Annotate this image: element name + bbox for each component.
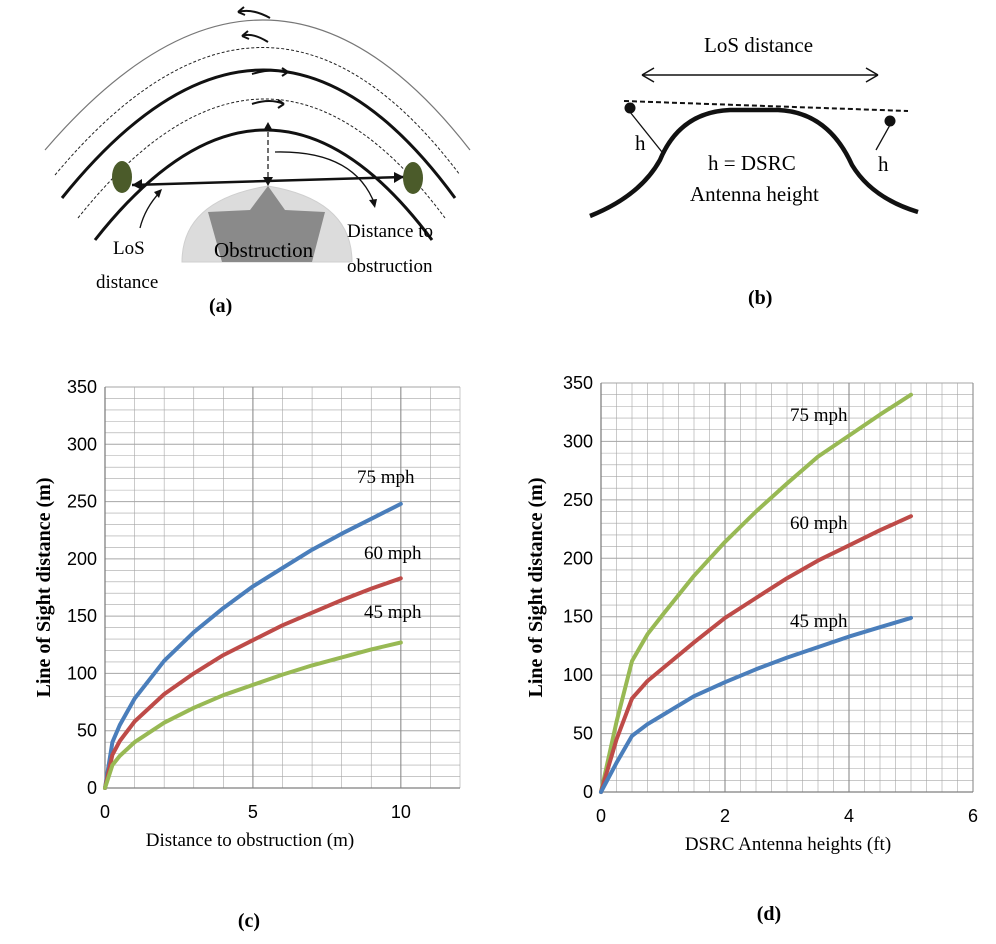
grid — [600, 382, 974, 793]
los-label-line1: LoS — [113, 238, 145, 259]
series-line-75-mph — [599, 392, 913, 794]
y-tick-label: 250 — [563, 490, 593, 510]
chart-d: 0 50 100 150 200 250 300 350 0 2 4 6 75 mph 60 mph 45 … — [525, 373, 978, 925]
series-label: 75 mph — [357, 467, 415, 488]
x-tick-label: 0 — [100, 802, 110, 822]
obstruction-label: Obstruction — [214, 238, 314, 262]
y-tick-label: 300 — [67, 434, 97, 454]
series-line-75-mph — [103, 501, 403, 790]
y-axis-label: Line of Sight distance (m) — [33, 478, 55, 698]
wave-arc-dashed-outer — [54, 47, 461, 176]
definition-line1: h = DSRC — [708, 151, 796, 175]
x-tick-label: 0 — [596, 806, 606, 826]
obstruction-star — [208, 186, 325, 262]
distance-label-line2: obstruction — [347, 256, 433, 277]
y-tick-label: 50 — [77, 721, 97, 741]
series-label: 45 mph — [364, 602, 422, 623]
wave-arc-thick-outer — [60, 68, 457, 199]
series-label: 60 mph — [790, 513, 848, 534]
series-label: 45 mph — [790, 611, 848, 632]
x-axis-label: DSRC Antenna heights (ft) — [685, 834, 891, 855]
x-tick-label: 10 — [391, 802, 411, 822]
los-pointer — [139, 191, 161, 229]
terrain-hill — [589, 107, 919, 219]
x-tick-label: 6 — [968, 806, 978, 826]
y-tick-label: 50 — [573, 724, 593, 744]
x-tick-label: 5 — [248, 802, 258, 822]
y-tick-label: 150 — [563, 607, 593, 627]
y-tick-label: 200 — [67, 549, 97, 569]
vehicle-right — [403, 162, 423, 194]
y-tick-label: 350 — [67, 377, 97, 397]
y-tick-label: 100 — [67, 663, 97, 683]
y-tick-label: 0 — [583, 782, 593, 802]
wave-arc-dashed-inner — [77, 98, 446, 219]
panel-b-caption: (b) — [748, 287, 772, 309]
definition-line2: Antenna height — [690, 182, 819, 206]
panel-b-diagram: LoS distance h h h = DSRC Antenna height… — [589, 33, 919, 309]
panel-a-caption: (a) — [209, 295, 232, 317]
antenna-right — [884, 115, 896, 127]
wave-arc-outer — [44, 19, 471, 151]
chart-c: 0 50 100 150 200 250 300 350 0 5 10 75 mph 60 mph 45 … — [33, 377, 461, 932]
chart-caption: (d) — [757, 903, 781, 925]
y-tick-label: 350 — [563, 373, 593, 393]
y-tick-label: 200 — [563, 548, 593, 568]
distance-label-line1: Distance to — [347, 221, 433, 242]
los-distance-label: LoS distance — [704, 33, 813, 57]
series-label: 60 mph — [364, 543, 422, 564]
y-tick-label: 0 — [87, 778, 97, 798]
y-tick-label: 100 — [563, 665, 593, 685]
series-line-45-mph — [599, 615, 913, 794]
series-line-60-mph — [103, 576, 403, 790]
vehicle-left — [112, 161, 132, 193]
wave-arrows — [237, 6, 289, 109]
y-tick-label: 150 — [67, 606, 97, 626]
series-line-60-mph — [599, 514, 913, 794]
y-tick-label: 300 — [563, 431, 593, 451]
x-axis-label: Distance to obstruction (m) — [146, 830, 354, 851]
x-tick-label: 2 — [720, 806, 730, 826]
series-label: 75 mph — [790, 405, 848, 426]
y-tick-label: 250 — [67, 492, 97, 512]
antenna-left — [624, 102, 636, 114]
h-right-label: h — [878, 152, 889, 176]
sight-line — [623, 100, 909, 112]
chart-caption: (c) — [238, 910, 260, 932]
distance-pointer — [274, 151, 376, 206]
x-tick-label: 4 — [844, 806, 854, 826]
h-left-label: h — [635, 131, 646, 155]
series-line-45-mph — [103, 640, 403, 790]
y-axis-label: Line of Sight distance (m) — [525, 478, 547, 698]
los-label-line2: distance — [96, 272, 158, 293]
panel-a-diagram: LoS distance Obstruction Distance to obs… — [44, 6, 471, 317]
